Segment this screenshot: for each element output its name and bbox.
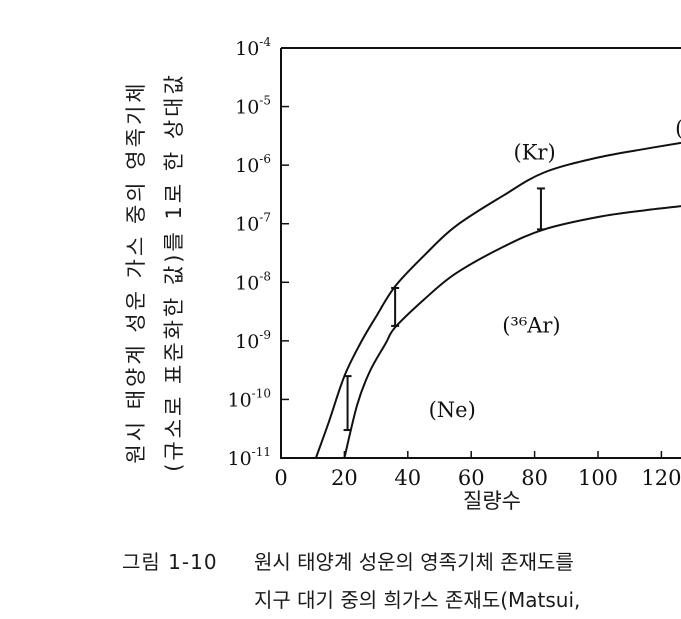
error-bars: [343, 187, 545, 432]
element-annotation: (X: [675, 117, 681, 141]
element-annotation: (³⁶Ar): [502, 313, 560, 337]
chart-curves: [314, 141, 681, 459]
y-tick-label: 10-9: [235, 328, 271, 353]
y-tick-labels: 10-4 10-5 10-6 10-7 10-8 10-9 10-10 10-11: [227, 35, 271, 470]
x-tick-label: 80: [521, 466, 548, 490]
y-tick-label: 10-5: [235, 94, 271, 119]
y-axis-label-line-2: (규소로 표준화한 값)를 1로 한 상대값: [162, 72, 186, 472]
y-tick-label: 10-7: [235, 211, 271, 236]
element-annotation: (Ne): [429, 398, 476, 422]
y-tick-label: 10-8: [235, 269, 271, 294]
lower-abundance-curve: [343, 205, 681, 459]
element-annotation: (Kr): [514, 140, 556, 164]
chart-axes: [280, 47, 681, 459]
y-tick-label: 10-10: [227, 386, 271, 411]
figure-caption-line-2: 지구 대기 중의 희가스 존재도(Matsui,: [254, 588, 581, 612]
x-tick-label: 120: [641, 466, 681, 490]
x-tick-label: 20: [331, 466, 358, 490]
x-tick-label: 100: [578, 466, 618, 490]
plot-frame: [280, 47, 681, 459]
y-tick-label: 10-11: [227, 445, 271, 470]
figure-caption-label: 그림 1-10: [122, 550, 218, 574]
x-tick-label: 60: [458, 466, 485, 490]
x-axis-label: 질량수: [463, 489, 521, 513]
x-tick-label: 0: [274, 466, 287, 490]
y-axis-label-line-1: 원시 태양계 성운 가스 중의 영족기체: [124, 80, 148, 464]
figure-caption-line-1: 원시 태양계 성운의 영족기체 존재도를: [254, 550, 574, 574]
y-tick-label: 10-4: [235, 35, 271, 60]
x-tick-label: 40: [394, 466, 421, 490]
upper-abundance-curve: [314, 141, 681, 459]
x-tick-labels: 0 20 40 60 80 100 120: [274, 466, 681, 490]
chart-annotations: (Ne) (³⁶Ar) (Kr) (X: [429, 117, 681, 423]
y-tick-label: 10-6: [235, 152, 271, 177]
